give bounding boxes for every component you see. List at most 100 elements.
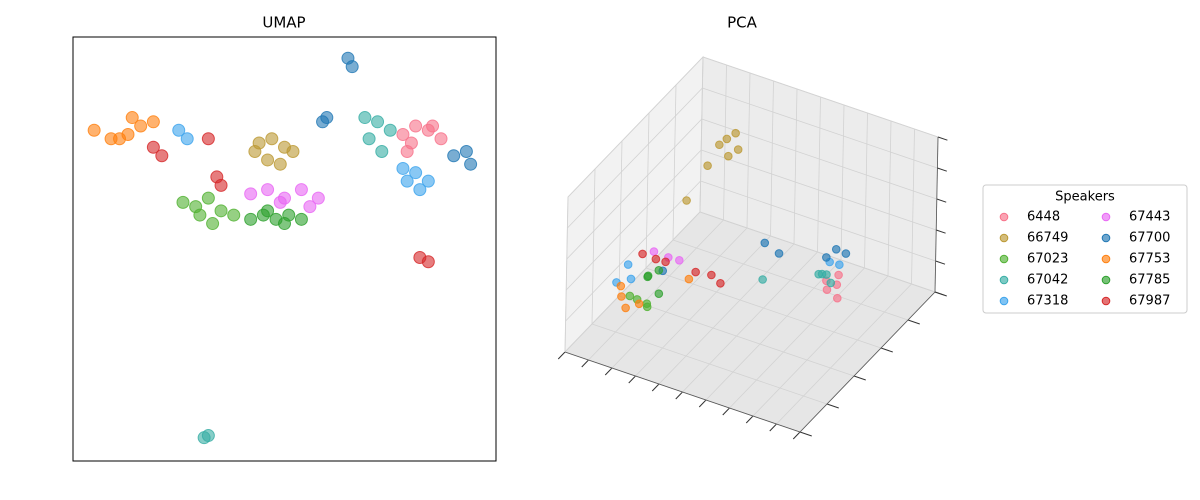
- point: [651, 254, 661, 264]
- point: [682, 196, 691, 205]
- grid-line: [793, 88, 798, 245]
- grid-line: [729, 267, 865, 409]
- grid-line: [588, 219, 724, 361]
- tick-mark: [581, 359, 589, 368]
- point: [758, 275, 767, 284]
- point: [146, 115, 160, 129]
- legend-label: 67753: [1129, 252, 1170, 267]
- point: [638, 249, 647, 259]
- point: [731, 128, 740, 138]
- legend-title: Speakers: [1055, 190, 1115, 205]
- point: [421, 255, 435, 269]
- point: [707, 270, 716, 280]
- legend-marker: [999, 275, 1009, 285]
- grid-line: [566, 118, 703, 260]
- grid-line: [682, 251, 818, 393]
- grid-line: [699, 211, 936, 293]
- point: [113, 132, 127, 146]
- grid-line: [567, 87, 703, 229]
- point: [146, 140, 160, 154]
- tick-mark: [698, 399, 707, 408]
- grid-line: [565, 180, 701, 322]
- point: [675, 256, 684, 265]
- grid-line: [701, 149, 937, 231]
- point: [654, 266, 664, 275]
- point: [621, 303, 630, 313]
- grid-line: [567, 56, 704, 198]
- grid-line: [840, 104, 845, 261]
- point: [201, 429, 215, 443]
- point: [434, 132, 448, 146]
- tick-mark: [799, 431, 812, 437]
- point: [684, 274, 694, 284]
- legend-marker: [999, 212, 1009, 222]
- point: [172, 123, 186, 137]
- grid-line: [565, 149, 702, 291]
- point: [703, 161, 712, 170]
- tick-mark: [792, 431, 801, 440]
- point: [447, 149, 461, 163]
- tick-mark: [826, 403, 839, 409]
- point: [722, 134, 732, 144]
- point: [214, 204, 228, 218]
- point: [134, 119, 148, 133]
- point: [464, 157, 478, 171]
- legend-label: 6448: [1027, 210, 1060, 225]
- tick-mark: [937, 136, 948, 141]
- legend-marker: [1101, 233, 1111, 243]
- tick-mark: [853, 375, 866, 381]
- point: [87, 123, 101, 137]
- point: [426, 119, 440, 133]
- point: [362, 132, 376, 146]
- point: [626, 274, 636, 284]
- point: [643, 271, 653, 281]
- plot-frame: [72, 36, 497, 462]
- point: [201, 191, 215, 205]
- point: [841, 249, 851, 258]
- point: [716, 279, 725, 288]
- grid-line: [699, 56, 704, 213]
- tick-mark: [936, 229, 946, 234]
- legend-label: 67318: [1027, 294, 1068, 309]
- legend-label: 67700: [1129, 231, 1170, 246]
- grid-line: [645, 267, 882, 349]
- point: [180, 132, 194, 146]
- legend-label: 67785: [1129, 273, 1170, 288]
- grid-line: [887, 120, 892, 277]
- point: [193, 208, 207, 222]
- grid-line: [635, 235, 771, 377]
- legend-label: 67042: [1027, 273, 1068, 288]
- tick-mark: [880, 347, 893, 353]
- legend-label: 67443: [1129, 210, 1170, 225]
- tick-mark: [651, 383, 660, 392]
- point: [248, 144, 262, 158]
- point: [760, 238, 770, 248]
- legend-marker: [1101, 296, 1111, 306]
- grid-line: [864, 112, 868, 269]
- legend-marker: [999, 254, 1009, 264]
- legend-marker: [1101, 212, 1111, 222]
- point: [642, 302, 652, 312]
- chart-title: UMAP: [262, 14, 305, 32]
- point: [201, 132, 215, 146]
- tick-mark: [745, 415, 754, 424]
- point: [733, 145, 743, 154]
- point: [822, 270, 831, 279]
- point: [409, 166, 423, 180]
- point: [214, 178, 228, 192]
- grid-line: [911, 128, 915, 285]
- tick-mark: [935, 260, 946, 265]
- point: [320, 111, 334, 125]
- axis-line: [799, 291, 936, 433]
- point: [649, 247, 659, 256]
- grid-line: [705, 259, 842, 401]
- point: [715, 140, 724, 150]
- grid-line: [817, 96, 821, 253]
- tick-mark: [937, 167, 947, 172]
- grid-line: [702, 87, 938, 169]
- grid-line: [591, 168, 596, 325]
- point: [616, 281, 626, 291]
- grid-line: [591, 323, 828, 405]
- chart-title: PCA: [727, 14, 758, 32]
